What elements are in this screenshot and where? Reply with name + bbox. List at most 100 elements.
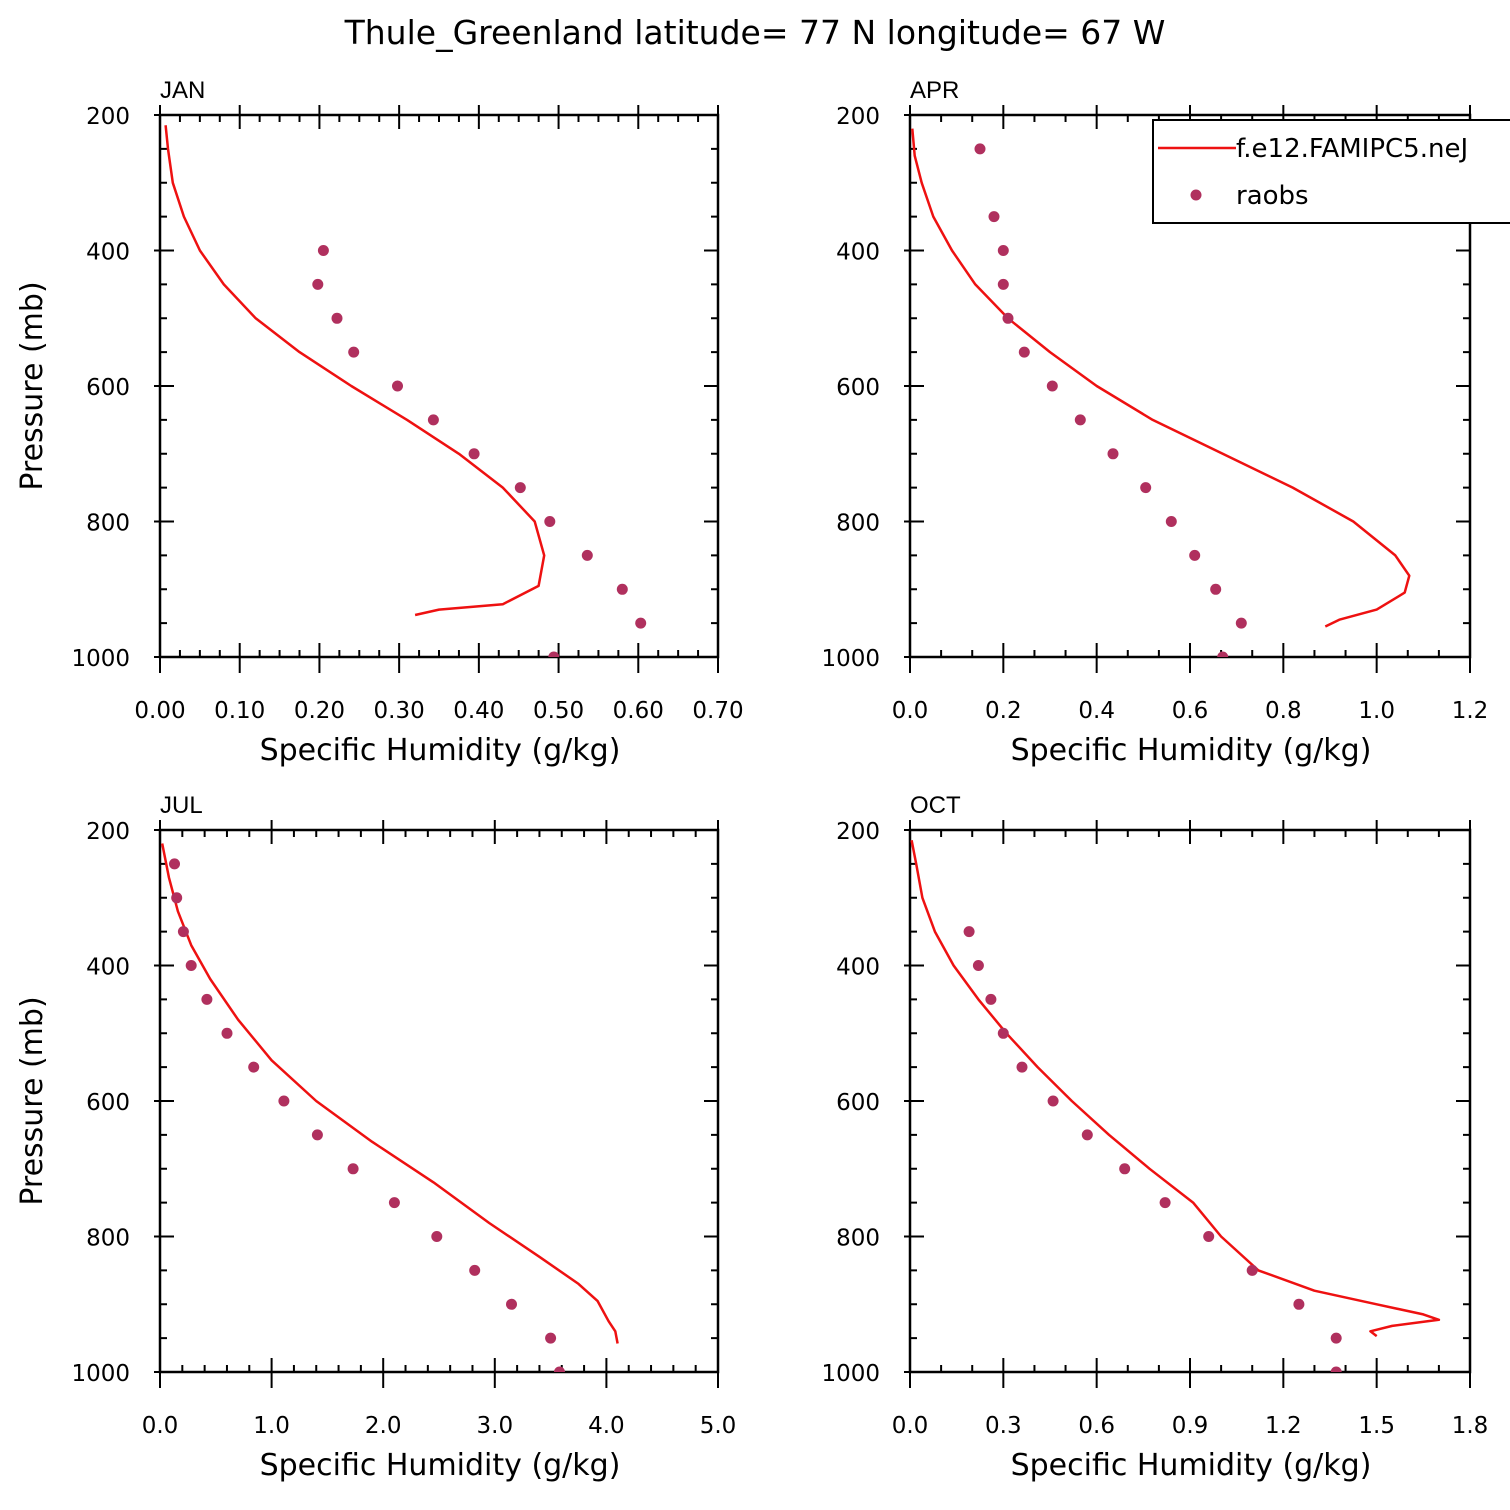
- figure-title: Thule_Greenland latitude= 77 N longitude…: [344, 13, 1166, 52]
- raobs-point: [348, 346, 360, 358]
- raobs-point: [1002, 312, 1014, 324]
- raobs-point: [1235, 617, 1247, 629]
- x-tick-label: 1.8: [1452, 1413, 1489, 1439]
- y-tick-label: 400: [86, 955, 130, 981]
- raobs-point: [514, 482, 526, 494]
- x-axis-label: Specific Humidity (g/kg): [260, 1448, 621, 1483]
- x-tick-label: 0.0: [892, 698, 929, 724]
- raobs-point: [972, 960, 984, 971]
- x-tick-label: 0.50: [533, 698, 584, 724]
- raobs-point: [169, 858, 180, 870]
- x-tick-label: 0.6: [1078, 1413, 1115, 1439]
- x-tick-label: 0.6: [1172, 698, 1209, 724]
- raobs-point: [985, 993, 997, 1005]
- raobs-point: [548, 651, 560, 657]
- x-tick-label: 0.40: [453, 698, 504, 724]
- raobs-point: [177, 926, 189, 938]
- y-tick-label: 200: [86, 819, 130, 845]
- raobs-point: [468, 448, 480, 460]
- raobs-point: [469, 1264, 481, 1276]
- raobs-point: [1203, 1231, 1215, 1242]
- x-tick-label: 2.0: [365, 1413, 402, 1439]
- x-tick-label: 1.2: [1265, 1413, 1302, 1439]
- model-line: [910, 839, 1441, 1338]
- x-axis-label: Specific Humidity (g/kg): [1011, 733, 1372, 768]
- raobs-point: [997, 1027, 1009, 1039]
- x-axis-label: Specific Humidity (g/kg): [1011, 1448, 1372, 1483]
- y-tick-label: 600: [86, 375, 130, 401]
- x-axis-label: Specific Humidity (g/kg): [260, 733, 621, 768]
- x-tick-label: 0.60: [613, 698, 664, 724]
- x-tick-label: 0.10: [214, 698, 265, 724]
- raobs-point: [1330, 1332, 1342, 1344]
- y-tick-label: 600: [836, 1090, 880, 1116]
- panel-jul: JUL 200 400 600 800 1000 0.0 1.0 2.0 3.0 4.0 5.0 Spe…: [15, 792, 736, 1483]
- raobs-point: [185, 960, 197, 971]
- x-tick-label: 0.4: [1078, 698, 1115, 724]
- y-tick-label: 200: [836, 104, 880, 130]
- raobs-point: [331, 312, 343, 324]
- y-tick-label: 600: [836, 375, 880, 401]
- raobs-point: [388, 1197, 400, 1209]
- panel-oct: OCT 200 400 600 800 1000 0.0 0.3 0.6 0.9 1.2 1.5 1.8…: [821, 792, 1488, 1483]
- raobs-point: [201, 993, 213, 1005]
- raobs-point: [1047, 1095, 1059, 1107]
- panel-apr: APR 200 400 600 800 1000 0.0 0.2 0.4 0.6 0.8 1.0 1.2…: [821, 77, 1510, 768]
- x-tick-label: 0.20: [294, 698, 345, 724]
- x-tick-label: 1.0: [253, 1413, 290, 1439]
- legend-obs-label: raobs: [1236, 181, 1309, 211]
- raobs-point: [1016, 1061, 1028, 1073]
- raobs-point: [311, 1129, 323, 1141]
- raobs-point: [278, 1095, 290, 1107]
- raobs-point: [581, 549, 593, 561]
- x-tick-label: 0.70: [692, 698, 743, 724]
- plot-frame: [158, 113, 720, 659]
- y-axis-label: Pressure (mb): [15, 996, 50, 1205]
- raobs-point: [248, 1061, 260, 1073]
- raobs-point: [171, 892, 183, 904]
- raobs-point: [997, 278, 1009, 290]
- x-tick-label: 5.0: [700, 1413, 737, 1439]
- y-tick-label: 400: [836, 955, 880, 981]
- plot-frame: [158, 828, 720, 1374]
- raobs-point: [1159, 1197, 1171, 1209]
- x-tick-label: 0.3: [985, 1413, 1022, 1439]
- y-tick-label: 800: [86, 1226, 130, 1252]
- raobs-point: [1217, 651, 1229, 657]
- plot-area: [164, 125, 647, 657]
- model-line: [911, 128, 1411, 628]
- raobs-point: [1165, 516, 1177, 527]
- x-tick-label: 0.9: [1172, 1413, 1209, 1439]
- plot-area: [160, 843, 619, 1372]
- y-tick-label: 400: [836, 240, 880, 266]
- y-tick-label: 1000: [821, 646, 880, 672]
- legend: f.e12.FAMIPC5.neJ raobs: [1152, 119, 1510, 224]
- x-tick-label: 0.30: [374, 698, 425, 724]
- plot-area: [910, 839, 1441, 1372]
- x-tick-label: 0.0: [142, 1413, 179, 1439]
- y-tick-label: 1000: [71, 646, 130, 672]
- y-axis-label: Pressure (mb): [15, 281, 50, 490]
- panel-title: APR: [910, 77, 959, 104]
- model-line: [164, 125, 546, 617]
- x-tick-label: 1.0: [1358, 698, 1395, 724]
- x-tick-label: 0.0: [892, 1413, 929, 1439]
- raobs-point: [1107, 448, 1119, 460]
- legend-model-label: f.e12.FAMIPC5.neJ: [1236, 134, 1468, 164]
- raobs-point: [963, 926, 975, 938]
- y-tick-label: 200: [86, 104, 130, 130]
- raobs-point: [1210, 583, 1222, 595]
- y-tick-label: 400: [86, 240, 130, 266]
- legend-box: [1152, 119, 1510, 224]
- raobs-point: [427, 414, 439, 426]
- raobs-point: [554, 1366, 565, 1372]
- legend-dot-swatch: [1190, 189, 1202, 201]
- raobs-point: [1189, 549, 1201, 561]
- x-tick-label: 0.8: [1265, 698, 1302, 724]
- x-tick-label: 0.00: [134, 698, 185, 724]
- panel-title: OCT: [910, 792, 961, 819]
- x-tick-label: 1.2: [1452, 698, 1489, 724]
